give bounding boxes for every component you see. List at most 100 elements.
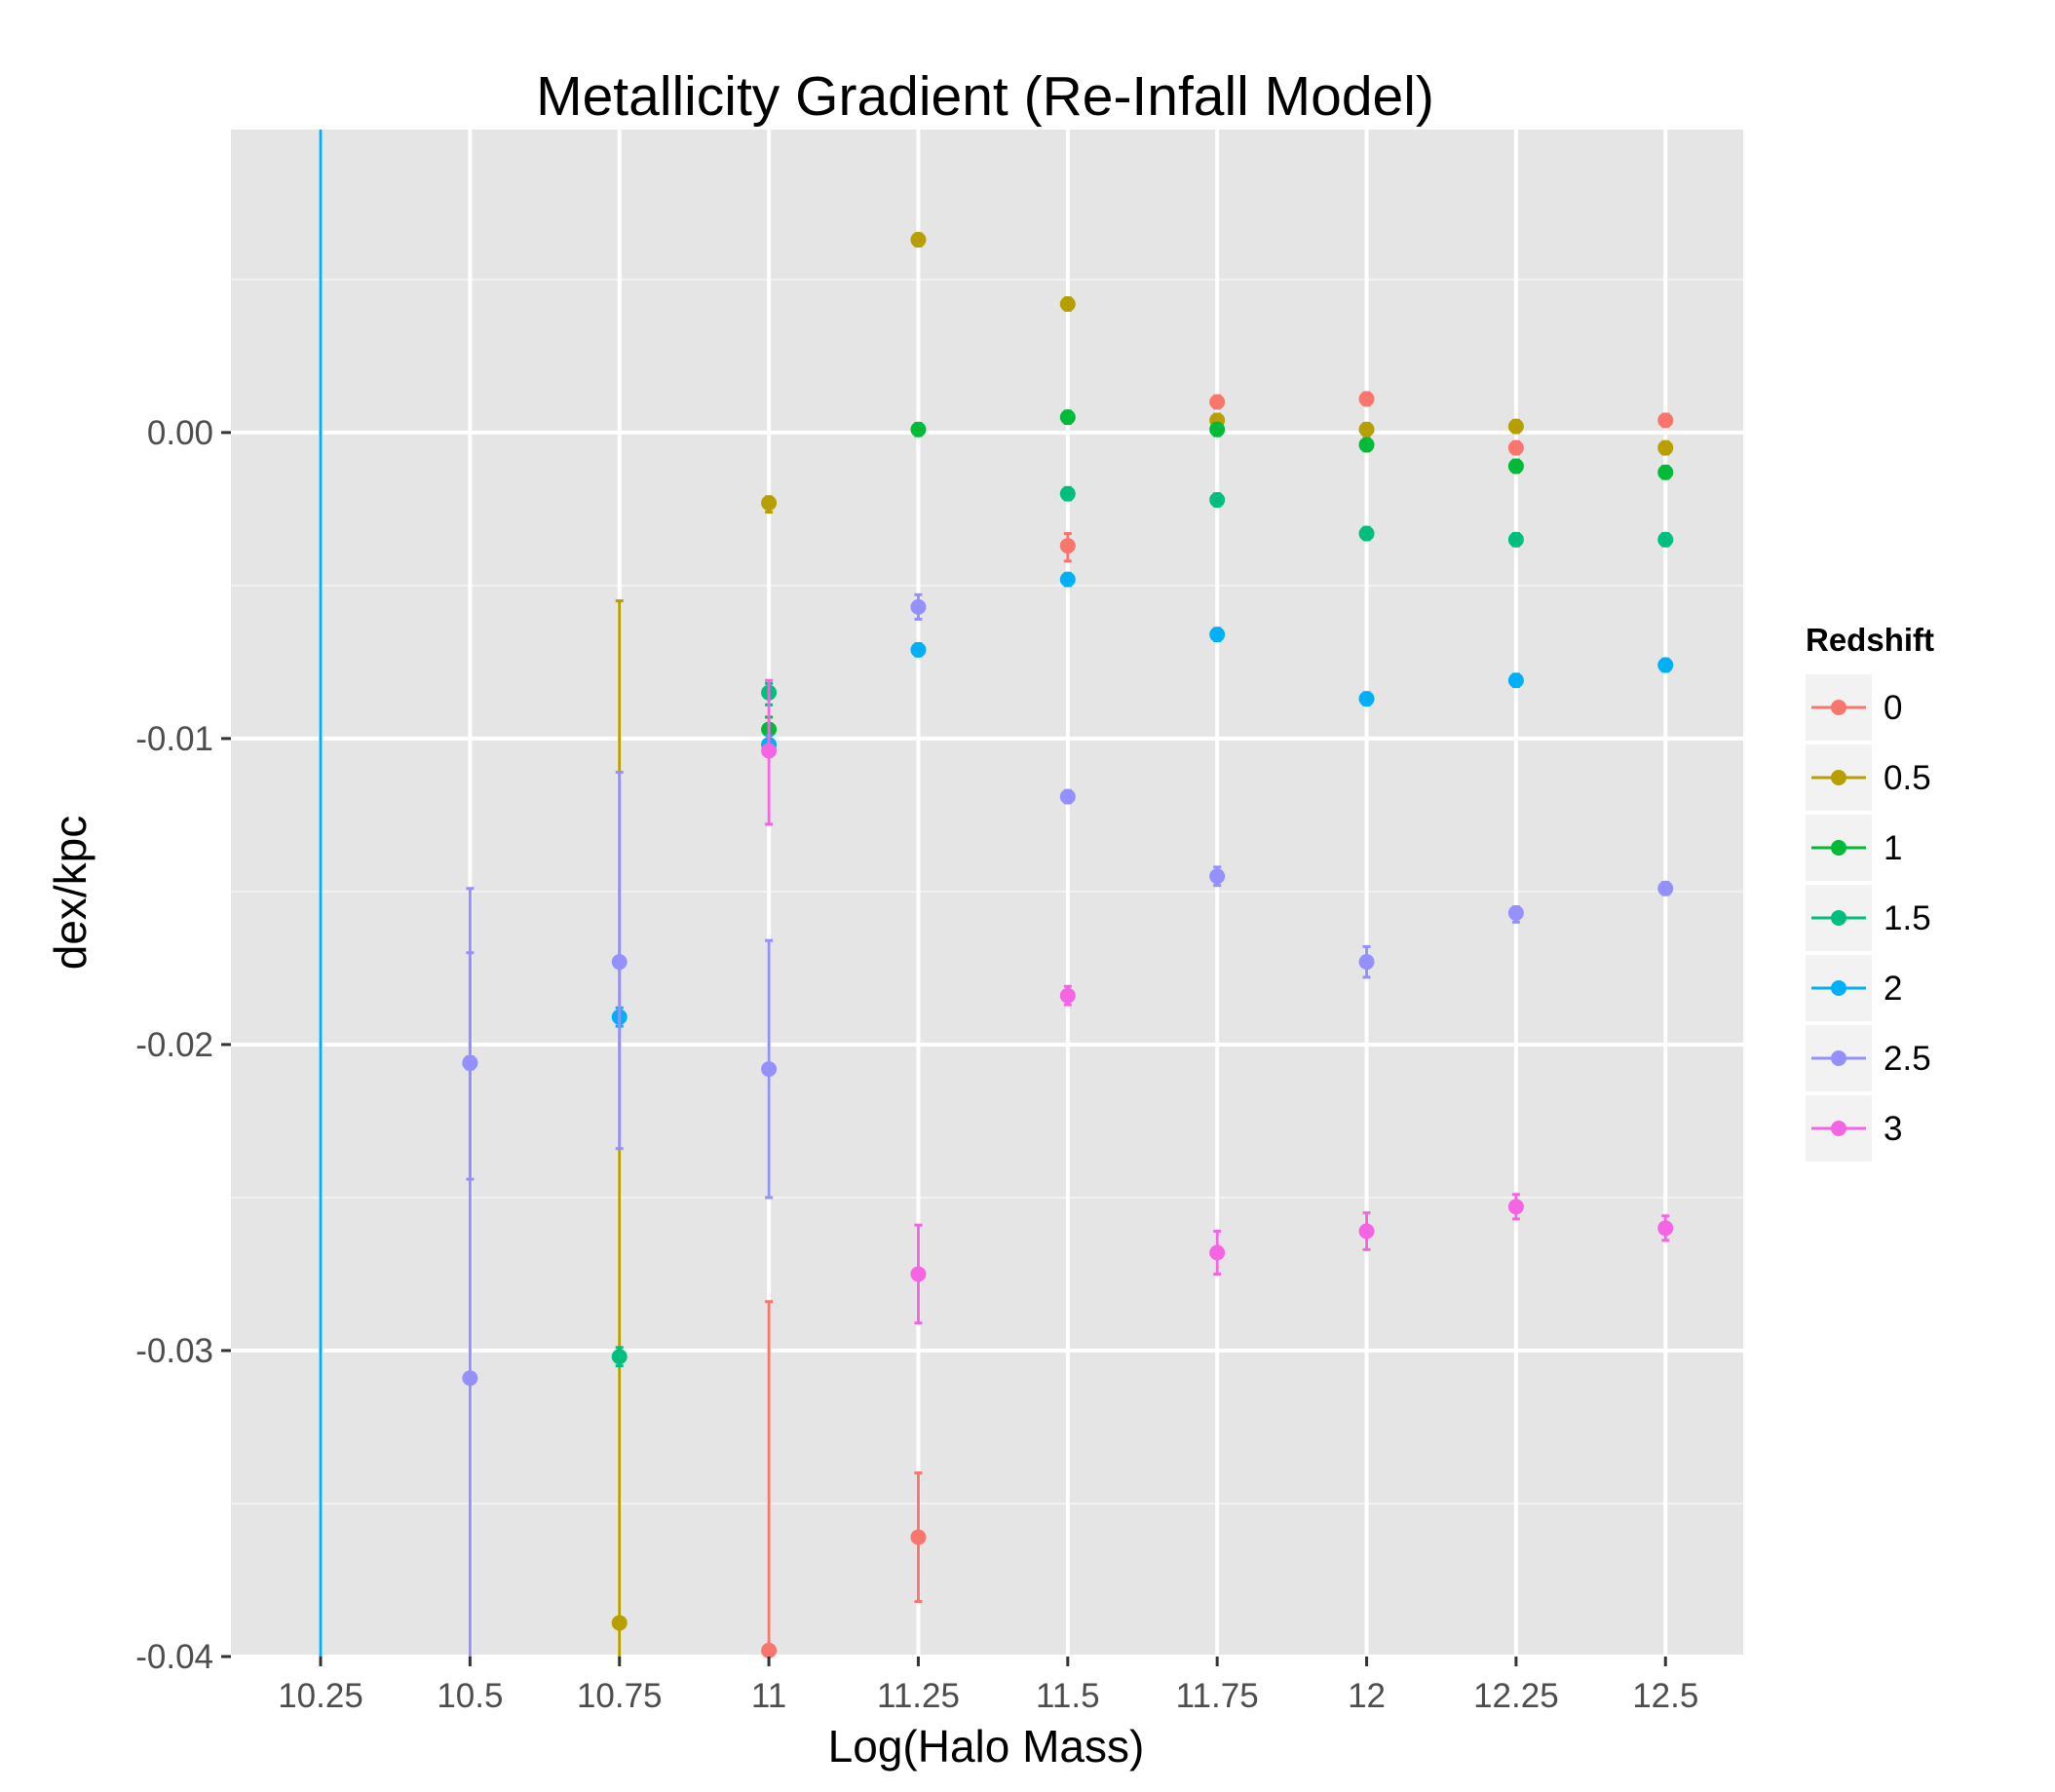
data-point <box>910 1266 927 1282</box>
y-tick-label: -0.03 <box>135 1332 213 1370</box>
data-point <box>1059 409 1076 426</box>
legend-key-point <box>1831 1121 1846 1136</box>
data-point <box>611 1349 628 1365</box>
x-tick-label: 10.5 <box>437 1677 503 1715</box>
legend-label: 0 <box>1884 689 1902 727</box>
series-3 <box>761 678 1674 1325</box>
legend-key-point <box>1831 700 1846 715</box>
x-tick-label: 10.75 <box>577 1677 663 1715</box>
data-point <box>1657 1220 1674 1237</box>
data-point <box>1358 525 1375 542</box>
series-2-5 <box>462 592 1674 1657</box>
data-point <box>1209 868 1226 885</box>
series-0 <box>761 391 1674 1659</box>
y-axis-title: dex/kpc <box>45 816 95 971</box>
data-series <box>319 130 1674 1659</box>
legend-item-0-5: 0.5 <box>1806 744 1931 811</box>
data-point <box>1059 538 1076 554</box>
data-point <box>1358 1223 1375 1239</box>
legend-title: Redshift <box>1806 622 1934 658</box>
data-point <box>1657 464 1674 480</box>
legend-key-point <box>1831 1050 1846 1066</box>
y-tick-label: 0.00 <box>147 414 213 452</box>
data-point <box>761 743 778 759</box>
data-point <box>1358 954 1375 971</box>
data-point <box>1507 904 1524 921</box>
legend-label: 2 <box>1884 970 1902 1008</box>
x-tick-label: 11.5 <box>1036 1677 1100 1715</box>
data-point <box>1209 491 1226 508</box>
data-point <box>1059 485 1076 502</box>
data-point <box>910 1529 927 1545</box>
minor-gridlines <box>231 278 1743 1505</box>
legend-item-3: 3 <box>1806 1095 1902 1162</box>
data-point <box>1059 295 1076 312</box>
data-point <box>1059 571 1076 588</box>
data-point <box>1209 1244 1226 1261</box>
legend-item-1-5: 1.5 <box>1806 885 1931 951</box>
x-axis: 10.25 10.5 10.75 11 11.25 11.5 11.75 12 12.25 12.… <box>278 1657 1698 1715</box>
data-point <box>1059 788 1076 805</box>
data-point <box>1507 1199 1524 1215</box>
data-point <box>1358 437 1375 453</box>
data-point <box>910 641 927 658</box>
y-tick-label: -0.04 <box>135 1638 213 1676</box>
legend: Redshift 0 0.5 1 1.5 2 2.5 3 <box>1806 622 1934 1162</box>
legend-label: 3 <box>1884 1110 1902 1148</box>
data-point <box>1507 672 1524 689</box>
data-point <box>761 495 778 512</box>
data-point <box>1507 439 1524 456</box>
data-point <box>611 954 628 971</box>
legend-label: 2.5 <box>1884 1040 1931 1078</box>
legend-label: 1 <box>1884 829 1902 867</box>
y-tick-label: -0.02 <box>135 1026 213 1064</box>
y-tick-label: -0.01 <box>135 720 213 758</box>
data-point <box>462 1370 478 1387</box>
data-point <box>1657 880 1674 896</box>
data-point <box>1209 394 1226 410</box>
data-point <box>1657 412 1674 429</box>
data-point <box>1358 691 1375 707</box>
data-point <box>1507 531 1524 548</box>
x-axis-title: Log(Halo Mass) <box>828 1721 1145 1772</box>
data-point <box>1059 987 1076 1004</box>
plot-panel <box>231 130 1743 1657</box>
legend-key-point <box>1831 910 1846 926</box>
data-point <box>910 421 927 438</box>
data-point <box>1209 421 1226 438</box>
data-point <box>611 1615 628 1631</box>
data-point <box>761 1061 778 1078</box>
x-tick-label: 11 <box>751 1677 786 1715</box>
data-point <box>1507 458 1524 475</box>
data-point <box>462 1054 478 1071</box>
chart-title: Metallicity Gradient (Re-Infall Model) <box>536 65 1434 128</box>
x-tick-label: 11.25 <box>877 1677 960 1715</box>
x-tick-label: 10.25 <box>278 1677 363 1715</box>
legend-key-point <box>1831 980 1846 996</box>
legend-item-1: 1 <box>1806 815 1902 881</box>
legend-item-0: 0 <box>1806 674 1902 741</box>
data-point <box>1657 657 1674 673</box>
legend-label: 1.5 <box>1884 899 1931 937</box>
legend-label: 0.5 <box>1884 759 1931 797</box>
legend-key-point <box>1831 770 1846 785</box>
legend-item-2-5: 2.5 <box>1806 1025 1931 1091</box>
x-tick-label: 12.5 <box>1632 1677 1698 1715</box>
x-tick-label: 12.25 <box>1473 1677 1559 1715</box>
data-point <box>1657 439 1674 456</box>
data-point <box>1657 531 1674 548</box>
series-1 <box>761 409 1674 743</box>
data-point <box>761 1642 778 1659</box>
y-axis: 0.00 -0.01 -0.02 -0.03 -0.04 <box>135 414 231 1676</box>
data-point <box>1358 421 1375 438</box>
legend-key-point <box>1831 840 1846 856</box>
x-tick-label: 11.75 <box>1176 1677 1259 1715</box>
data-point <box>1209 627 1226 643</box>
data-point <box>1358 391 1375 407</box>
data-point <box>910 232 927 248</box>
data-point <box>910 598 927 615</box>
legend-item-2: 2 <box>1806 955 1902 1021</box>
data-point <box>1507 418 1524 435</box>
x-tick-label: 12 <box>1348 1677 1386 1715</box>
